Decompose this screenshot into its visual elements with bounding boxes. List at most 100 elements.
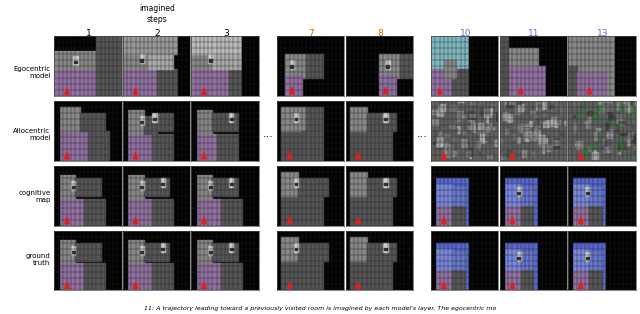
Bar [573, 123, 576, 131]
Bar [54, 230, 59, 290]
Bar [629, 99, 634, 105]
Text: 11: 11 [528, 29, 540, 38]
Bar [470, 149, 472, 156]
Bar [380, 54, 400, 78]
Bar [161, 242, 165, 252]
Bar [541, 106, 545, 109]
Bar [623, 101, 629, 106]
Bar [583, 101, 588, 107]
Bar [588, 117, 590, 122]
Bar [71, 246, 76, 255]
Bar [513, 146, 518, 152]
Bar [580, 102, 586, 109]
Bar [191, 36, 242, 54]
Bar [209, 251, 212, 253]
Bar [554, 140, 559, 145]
Bar [294, 248, 298, 250]
Bar [472, 108, 476, 116]
Text: ...: ... [263, 129, 274, 139]
Bar [525, 139, 529, 141]
Bar [616, 124, 618, 133]
Bar [618, 119, 623, 125]
Bar [221, 263, 242, 290]
Bar [371, 196, 392, 225]
Polygon shape [356, 282, 360, 289]
Bar [537, 147, 541, 154]
Bar [607, 129, 612, 138]
Bar [598, 96, 601, 104]
Bar [490, 104, 495, 106]
Bar [453, 127, 457, 132]
Bar [196, 263, 221, 290]
Bar [302, 261, 323, 290]
Bar [196, 175, 212, 198]
Bar [212, 54, 242, 69]
Bar [123, 69, 157, 96]
Bar [578, 99, 584, 103]
Text: 10: 10 [460, 29, 471, 38]
Bar [435, 204, 452, 225]
Bar [380, 178, 396, 196]
Bar [458, 146, 461, 149]
Bar [504, 269, 521, 290]
Bar [504, 204, 521, 225]
Polygon shape [202, 282, 206, 289]
Bar [616, 115, 622, 121]
Bar [554, 104, 559, 108]
Bar [485, 104, 489, 112]
Polygon shape [383, 87, 388, 94]
Bar [229, 69, 246, 96]
Bar [452, 149, 455, 151]
Bar [209, 59, 212, 62]
Bar [385, 60, 390, 69]
Bar [585, 187, 589, 196]
Bar [634, 145, 638, 153]
Bar [595, 154, 598, 157]
Bar [152, 263, 173, 290]
Bar [521, 187, 533, 204]
Bar [140, 251, 143, 253]
Polygon shape [202, 152, 206, 159]
Bar [561, 105, 563, 113]
Bar [571, 94, 575, 102]
Text: 11: A trajectory leading toward a previously visited room is imagined by each mo: 11: A trajectory leading toward a previo… [144, 306, 496, 311]
Bar [522, 150, 525, 157]
Bar [618, 143, 622, 149]
Bar [144, 116, 157, 134]
Bar [518, 104, 524, 111]
Bar [531, 111, 536, 113]
Bar [583, 150, 587, 156]
Bar [605, 147, 610, 152]
Bar [452, 187, 465, 204]
Bar [431, 230, 435, 290]
Bar [191, 69, 229, 96]
Bar [600, 99, 603, 108]
Bar [609, 118, 614, 124]
Bar [465, 143, 468, 149]
Bar [486, 127, 490, 132]
Bar [74, 56, 77, 65]
Text: 2: 2 [154, 29, 160, 38]
Bar [225, 113, 237, 131]
Bar [542, 113, 546, 116]
Bar [515, 106, 520, 114]
Bar [148, 54, 173, 69]
Bar [630, 109, 634, 115]
Polygon shape [579, 282, 583, 289]
Bar [513, 145, 515, 153]
Bar [627, 104, 629, 112]
Bar [500, 166, 504, 225]
Bar [513, 120, 519, 123]
Bar [371, 131, 392, 160]
Polygon shape [442, 282, 446, 289]
Bar [127, 198, 152, 225]
Bar [573, 204, 589, 225]
Bar [72, 186, 75, 188]
Bar [573, 269, 589, 290]
Bar [383, 178, 388, 187]
Bar [532, 115, 538, 122]
Bar [451, 136, 456, 142]
Bar [518, 106, 522, 113]
Bar [191, 230, 196, 290]
Bar [435, 248, 452, 269]
